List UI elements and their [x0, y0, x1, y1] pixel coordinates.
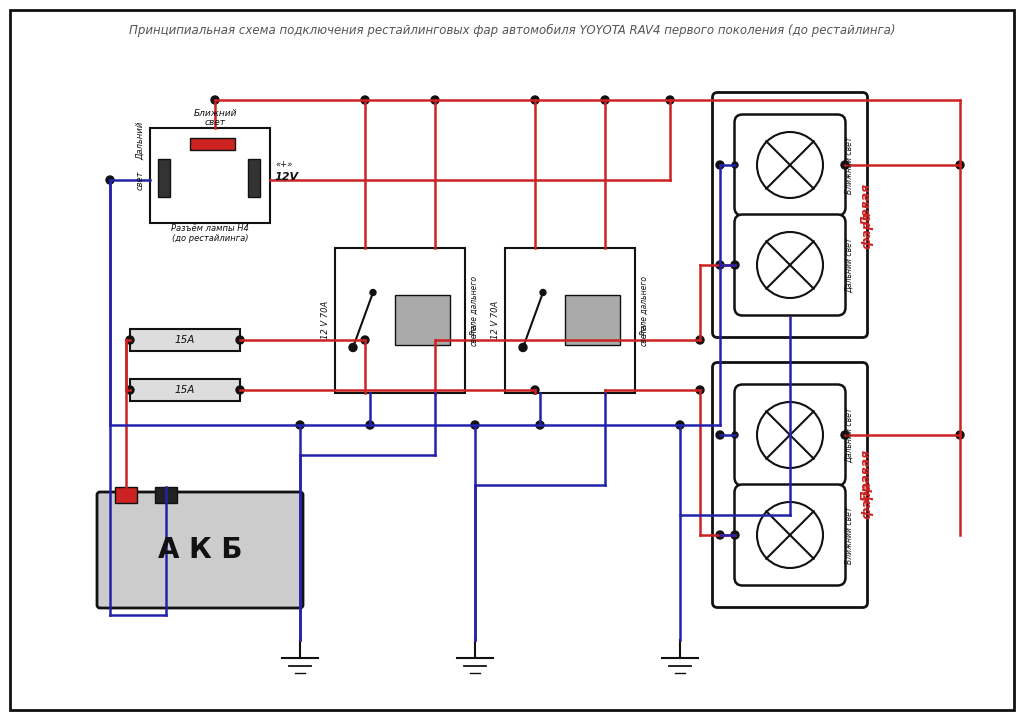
Bar [190, 138, 234, 150]
Text: Принципиальная схема подключения рестайлинговых фар автомобиля YOYOTA RAV4 перво: Принципиальная схема подключения рестайл… [129, 24, 895, 37]
Text: (до рестайлинга): (до рестайлинга) [172, 233, 248, 243]
Circle shape [126, 386, 134, 394]
Circle shape [431, 96, 439, 104]
Circle shape [366, 421, 374, 429]
Circle shape [540, 289, 546, 295]
Circle shape [841, 161, 849, 169]
Text: А К Б: А К Б [158, 536, 243, 564]
Circle shape [519, 343, 527, 351]
Bar [130, 329, 240, 351]
Bar [505, 248, 635, 392]
Circle shape [349, 343, 357, 351]
Circle shape [531, 96, 539, 104]
Circle shape [296, 421, 304, 429]
Text: Ближний свет: Ближний свет [845, 506, 854, 564]
Text: Реле дальнего: Реле дальнего [470, 276, 479, 335]
Circle shape [676, 421, 684, 429]
Text: свет: свет [205, 117, 225, 127]
Circle shape [471, 421, 479, 429]
Circle shape [696, 336, 705, 344]
Text: Левая: Левая [860, 184, 873, 227]
Circle shape [732, 162, 738, 168]
Circle shape [757, 402, 823, 468]
Circle shape [732, 432, 738, 438]
Circle shape [757, 232, 823, 298]
Bar [395, 295, 450, 345]
Circle shape [536, 421, 544, 429]
FancyBboxPatch shape [97, 492, 303, 608]
Bar [248, 159, 260, 197]
Text: свет: свет [136, 171, 145, 190]
Bar [150, 127, 270, 222]
Text: 12V: 12V [275, 172, 299, 182]
Text: Правая: Правая [860, 449, 873, 501]
Circle shape [236, 336, 244, 344]
FancyBboxPatch shape [734, 114, 846, 215]
Circle shape [757, 132, 823, 198]
Circle shape [106, 176, 114, 184]
Circle shape [956, 161, 964, 169]
Text: Дальний: Дальний [136, 122, 145, 160]
Circle shape [531, 386, 539, 394]
Text: света: света [640, 324, 649, 346]
Circle shape [731, 261, 739, 269]
Text: «+»: «+» [275, 160, 292, 169]
Circle shape [601, 96, 609, 104]
Text: света: света [470, 324, 479, 346]
Text: Реле дальнего: Реле дальнего [640, 276, 649, 335]
Bar [158, 159, 170, 197]
Circle shape [731, 531, 739, 539]
Text: Дальний свет: Дальний свет [845, 408, 854, 463]
Circle shape [956, 431, 964, 439]
FancyBboxPatch shape [734, 215, 846, 315]
Text: Ближний: Ближний [194, 109, 237, 117]
Circle shape [757, 502, 823, 568]
Bar [565, 295, 620, 345]
Text: Разъём лампы H4: Разъём лампы H4 [171, 223, 249, 233]
Text: фара: фара [860, 481, 873, 519]
Text: 12 V 70A: 12 V 70A [321, 301, 330, 339]
Circle shape [211, 96, 219, 104]
Circle shape [361, 336, 369, 344]
Circle shape [126, 336, 134, 344]
Text: 15А: 15А [175, 385, 196, 395]
Circle shape [370, 289, 376, 295]
Circle shape [716, 161, 724, 169]
Circle shape [716, 531, 724, 539]
Circle shape [361, 96, 369, 104]
Circle shape [841, 431, 849, 439]
Circle shape [732, 532, 738, 538]
Text: Ближний свет: Ближний свет [845, 136, 854, 194]
Bar [155, 487, 177, 503]
Bar [115, 487, 137, 503]
Text: 15А: 15А [175, 335, 196, 345]
Bar [130, 379, 240, 401]
Circle shape [716, 261, 724, 269]
Circle shape [666, 96, 674, 104]
Circle shape [696, 386, 705, 394]
FancyBboxPatch shape [734, 384, 846, 485]
Circle shape [236, 386, 244, 394]
Bar [335, 248, 465, 392]
Text: 12 V 70A: 12 V 70A [490, 301, 500, 339]
Circle shape [716, 431, 724, 439]
Circle shape [732, 262, 738, 268]
Text: Дальний свет: Дальний свет [845, 238, 854, 293]
FancyBboxPatch shape [734, 485, 846, 585]
Text: фара: фара [860, 211, 873, 249]
